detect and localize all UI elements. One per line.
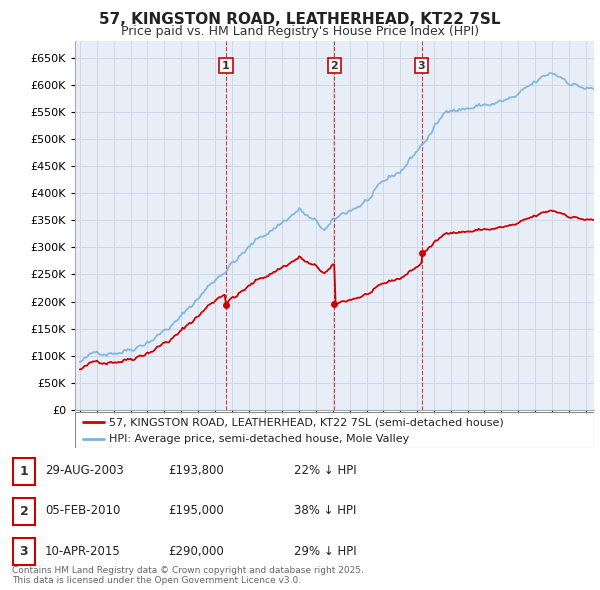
Text: 3: 3 xyxy=(418,61,425,71)
Text: 05-FEB-2010: 05-FEB-2010 xyxy=(45,504,121,517)
Text: 29-AUG-2003: 29-AUG-2003 xyxy=(45,464,124,477)
Text: 1: 1 xyxy=(20,465,28,478)
Text: Price paid vs. HM Land Registry's House Price Index (HPI): Price paid vs. HM Land Registry's House … xyxy=(121,25,479,38)
Text: £195,000: £195,000 xyxy=(168,504,224,517)
Text: 10-APR-2015: 10-APR-2015 xyxy=(45,545,121,558)
Text: HPI: Average price, semi-detached house, Mole Valley: HPI: Average price, semi-detached house,… xyxy=(109,434,409,444)
Text: £290,000: £290,000 xyxy=(168,545,224,558)
Text: 3: 3 xyxy=(20,545,28,559)
Text: 1: 1 xyxy=(222,61,230,71)
Text: 38% ↓ HPI: 38% ↓ HPI xyxy=(294,504,356,517)
Text: 57, KINGSTON ROAD, LEATHERHEAD, KT22 7SL: 57, KINGSTON ROAD, LEATHERHEAD, KT22 7SL xyxy=(99,12,501,27)
Text: £193,800: £193,800 xyxy=(168,464,224,477)
Text: 57, KINGSTON ROAD, LEATHERHEAD, KT22 7SL (semi-detached house): 57, KINGSTON ROAD, LEATHERHEAD, KT22 7SL… xyxy=(109,417,503,427)
Text: Contains HM Land Registry data © Crown copyright and database right 2025.
This d: Contains HM Land Registry data © Crown c… xyxy=(12,566,364,585)
Text: 22% ↓ HPI: 22% ↓ HPI xyxy=(294,464,356,477)
Text: 2: 2 xyxy=(20,505,28,519)
Text: 29% ↓ HPI: 29% ↓ HPI xyxy=(294,545,356,558)
Text: 2: 2 xyxy=(331,61,338,71)
